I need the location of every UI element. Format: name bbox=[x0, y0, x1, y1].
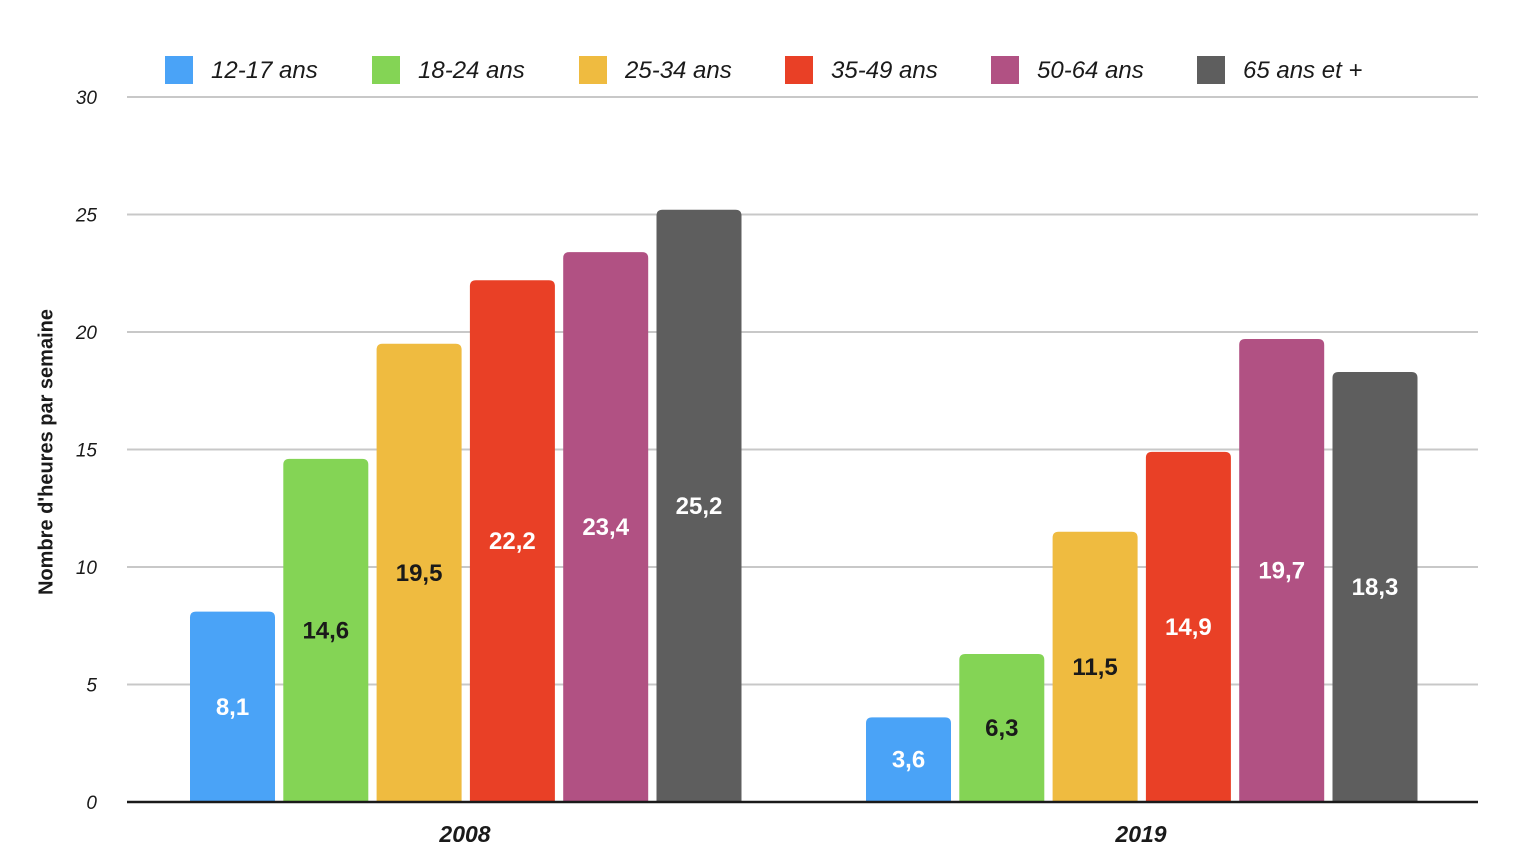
legend-swatch bbox=[579, 56, 607, 84]
bars: 8,1 14,6 19,5 22,2 23,4 25,2 3,6 6,3 11,5 14,9 19,… bbox=[190, 209, 1418, 803]
bar bbox=[376, 343, 462, 802]
legend-swatch bbox=[1197, 56, 1225, 84]
data-label: 18,3 bbox=[1352, 574, 1399, 601]
bar bbox=[866, 717, 951, 802]
legend-label: 50-64 ans bbox=[1037, 57, 1144, 84]
bar bbox=[1332, 371, 1418, 802]
legend-swatch bbox=[165, 56, 193, 84]
data-label: 11,5 bbox=[1072, 654, 1117, 681]
x-axis: 2008 2019 bbox=[127, 800, 1478, 847]
y-tick-label: 10 bbox=[76, 558, 98, 579]
bar bbox=[283, 458, 369, 802]
bar bbox=[469, 280, 555, 802]
y-tick-label: 5 bbox=[86, 676, 97, 697]
bar bbox=[1052, 531, 1138, 802]
data-label: 14,9 bbox=[1165, 614, 1212, 641]
bar bbox=[959, 653, 1045, 802]
x-category-label: 2008 bbox=[438, 821, 490, 847]
bar bbox=[190, 611, 275, 802]
y-tick-label: 25 bbox=[75, 206, 98, 227]
legend-swatch bbox=[372, 56, 400, 84]
legend-swatch bbox=[991, 56, 1019, 84]
data-label: 25,2 bbox=[676, 493, 723, 520]
data-label: 19,7 bbox=[1258, 558, 1305, 585]
bar bbox=[563, 252, 649, 803]
data-label: 6,3 bbox=[985, 715, 1018, 742]
legend-label: 25-34 ans bbox=[624, 57, 732, 84]
bar bbox=[656, 209, 742, 803]
legend-label: 12-17 ans bbox=[211, 57, 318, 84]
legend-label: 65 ans et + bbox=[1243, 57, 1362, 84]
y-tick-label: 15 bbox=[76, 441, 98, 462]
data-label: 14,6 bbox=[302, 617, 349, 644]
bar bbox=[1145, 451, 1231, 802]
bar bbox=[1239, 339, 1325, 802]
data-label: 8,1 bbox=[216, 694, 249, 721]
y-axis-label: Nombre d'heures par semaine bbox=[35, 309, 57, 595]
legend-label: 35-49 ans bbox=[831, 57, 938, 84]
y-tick-label: 30 bbox=[76, 88, 98, 109]
y-tick-label: 0 bbox=[86, 793, 97, 814]
legend-swatch bbox=[785, 56, 813, 84]
legend-label: 18-24 ans bbox=[418, 57, 525, 84]
legend: 12-17 ans 18-24 ans 25-34 ans 35-49 ans 50-6… bbox=[165, 56, 1362, 84]
data-label: 3,6 bbox=[892, 747, 925, 774]
y-tick-label: 20 bbox=[75, 323, 98, 344]
data-label: 23,4 bbox=[582, 514, 629, 541]
data-label: 22,2 bbox=[489, 528, 536, 555]
data-label: 19,5 bbox=[396, 560, 443, 587]
x-category-label: 2019 bbox=[1114, 821, 1166, 847]
